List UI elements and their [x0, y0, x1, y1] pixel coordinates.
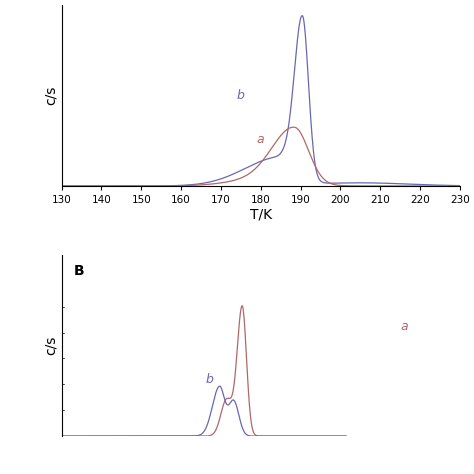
Y-axis label: c/s: c/s	[44, 86, 57, 105]
X-axis label: T/K: T/K	[250, 208, 272, 222]
Text: B: B	[73, 264, 84, 278]
Y-axis label: c/s: c/s	[44, 336, 57, 355]
Text: a: a	[400, 320, 408, 333]
Text: b: b	[205, 373, 213, 386]
Text: a: a	[257, 133, 264, 146]
Text: b: b	[237, 89, 245, 102]
